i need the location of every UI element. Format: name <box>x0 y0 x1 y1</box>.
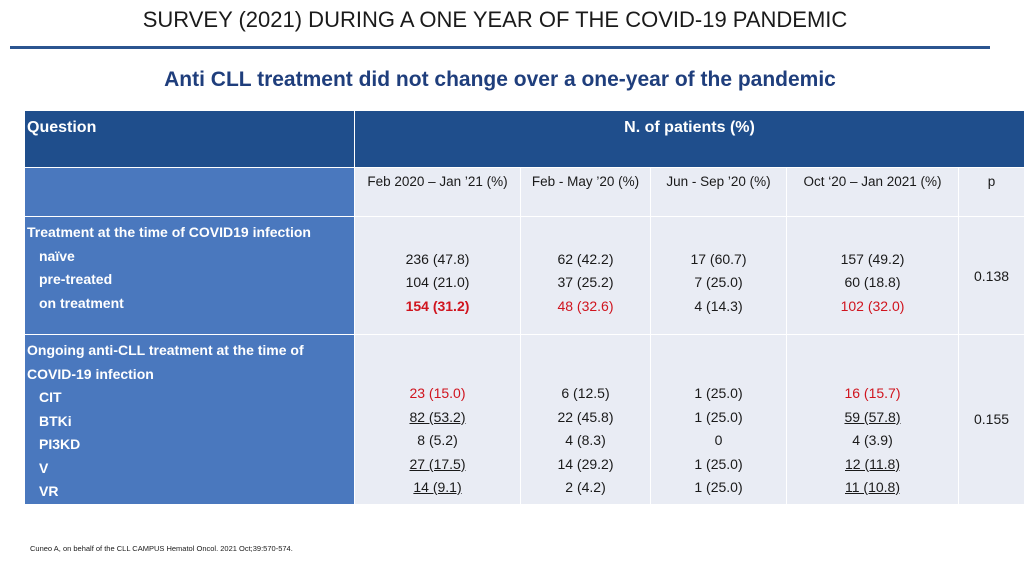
slide-subtitle: Anti CLL treatment did not change over a… <box>164 68 836 91</box>
row-label: on treatment <box>39 294 124 311</box>
column-header: Oct ‘20 – Jan 2021 (%) <box>786 167 959 217</box>
row-label: CIT <box>39 389 62 405</box>
section-title-cont: COVID-19 infection <box>27 365 154 382</box>
value: 59 (57.8) <box>844 408 901 425</box>
value: 4 (14.3) <box>694 297 743 314</box>
column-header: Feb 2020 – Jan ’21 (%) <box>354 167 521 217</box>
row-label: naïve <box>39 247 75 264</box>
value-highlight: 48 (32.6) <box>557 297 614 314</box>
value: 6 (12.5) <box>561 385 610 401</box>
citation-footnote: Cuneo A, on behalf of the CLL CAMPUS Hem… <box>30 544 293 553</box>
p-value: 0.138 <box>957 216 1024 335</box>
value: 0 <box>714 432 723 448</box>
table-row: Treatment at the time of COVID19 infecti… <box>24 216 1024 335</box>
value: 157 (49.2) <box>840 250 905 267</box>
value: 12 (11.8) <box>845 455 900 472</box>
value-highlight: 154 (31.2) <box>405 297 470 314</box>
section-treatment-labels: Treatment at the time of COVID19 infecti… <box>24 216 355 335</box>
p-value: 0.155 <box>957 334 1024 505</box>
column-header-row: Feb 2020 – Jan ’21 (%) Feb - May ’20 (%)… <box>24 167 1024 217</box>
value: 236 (47.8) <box>405 250 470 267</box>
row-label: PI3KD <box>39 436 81 452</box>
slide-title: SURVEY (2021) DURING A ONE YEAR OF THE C… <box>142 7 848 32</box>
value: 27 (17.5) <box>409 455 466 472</box>
value: 17 (60.7) <box>690 250 747 267</box>
data-cell: 1 (25.0) 1 (25.0) 0 1 (25.0) 1 (25.0) <box>650 334 787 505</box>
value: 8 (5.2) <box>417 432 458 448</box>
title-divider <box>10 46 990 49</box>
row-label: VR <box>39 483 59 499</box>
value-highlight: 102 (32.0) <box>840 297 905 314</box>
patients-header: N. of patients (%) <box>353 110 1024 168</box>
value: 7 (25.0) <box>694 274 743 290</box>
value: 4 (8.3) <box>565 432 606 448</box>
question-header: Question <box>24 110 355 168</box>
value: 60 (18.8) <box>844 274 901 290</box>
section-title: Treatment at the time of COVID19 infecti… <box>27 224 311 240</box>
results-table: Question N. of patients (%) Feb 2020 – J… <box>24 110 1024 505</box>
value: 82 (53.2) <box>409 408 466 425</box>
value: 1 (25.0) <box>694 385 743 401</box>
value: 62 (42.2) <box>557 250 614 267</box>
value: 22 (45.8) <box>557 408 614 425</box>
value: 4 (3.9) <box>852 432 893 448</box>
data-cell: 6 (12.5) 22 (45.8) 4 (8.3) 14 (29.2) 2 (… <box>520 334 651 505</box>
row-label: BTKi <box>39 412 72 429</box>
section-ongoing-labels: Ongoing anti-CLL treatment at the time o… <box>24 334 355 505</box>
column-header: p <box>957 167 1024 217</box>
column-header: Jun - Sep ’20 (%) <box>650 167 787 217</box>
data-cell: 236 (47.8) 104 (21.0) 154 (31.2) <box>354 216 521 335</box>
value: 14 (29.2) <box>557 455 614 472</box>
value-highlight: 23 (15.0) <box>409 385 466 401</box>
value: 14 (9.1) <box>413 479 462 495</box>
value-highlight: 16 (15.7) <box>844 385 901 401</box>
row-label: V <box>39 459 49 476</box>
value: 1 (25.0) <box>694 455 743 472</box>
data-cell: 62 (42.2) 37 (25.2) 48 (32.6) <box>520 216 651 335</box>
data-cell: 157 (49.2) 60 (18.8) 102 (32.0) <box>786 216 959 335</box>
value: 104 (21.0) <box>405 274 470 290</box>
value: 1 (25.0) <box>694 479 743 495</box>
section-title: Ongoing anti-CLL treatment at the time o… <box>27 342 304 358</box>
table-header-row: Question N. of patients (%) <box>24 110 1024 168</box>
data-cell: 23 (15.0) 82 (53.2) 8 (5.2) 27 (17.5) 14… <box>354 334 521 505</box>
column-header: Feb - May ’20 (%) <box>520 167 651 217</box>
row-label: pre-treated <box>39 271 113 287</box>
value: 1 (25.0) <box>694 408 743 425</box>
value: 2 (4.2) <box>565 479 606 495</box>
data-cell: 16 (15.7) 59 (57.8) 4 (3.9) 12 (11.8) 11… <box>786 334 959 505</box>
value: 11 (10.8) <box>845 479 900 495</box>
data-cell: 17 (60.7) 7 (25.0) 4 (14.3) <box>650 216 787 335</box>
table-row: Ongoing anti-CLL treatment at the time o… <box>24 334 1024 505</box>
empty-header-cell <box>24 167 355 217</box>
value: 37 (25.2) <box>557 274 614 290</box>
